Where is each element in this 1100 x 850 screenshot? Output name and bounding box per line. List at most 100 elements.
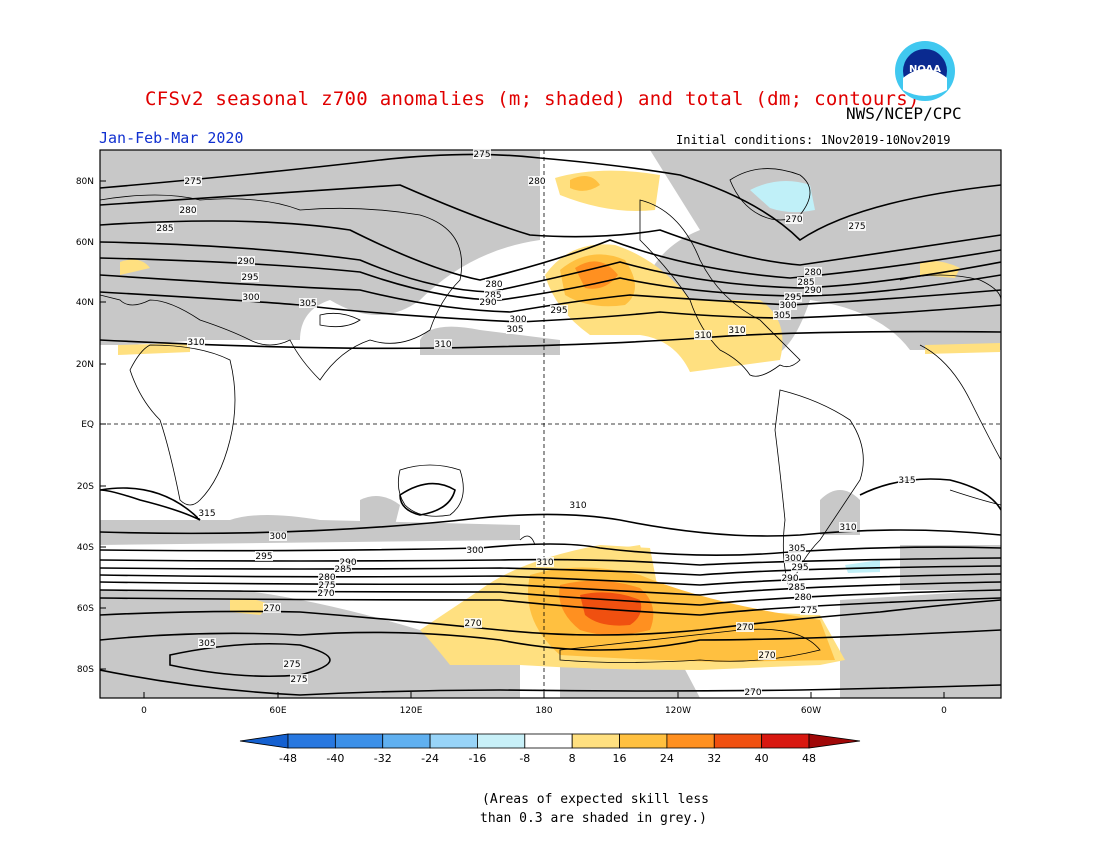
contour-label-bg (198, 638, 216, 648)
contour-label: 290 (339, 558, 356, 568)
contour-label: 275 (290, 675, 307, 685)
lon-label: 180 (535, 706, 552, 716)
contour-label-bg (255, 551, 273, 561)
contour-label-bg (484, 290, 502, 300)
contour-label-bg (506, 324, 524, 334)
contour-label: 275 (848, 222, 865, 232)
contour-label: 280 (179, 206, 196, 216)
contour-label: 275 (318, 581, 335, 591)
contour-label-bg (728, 325, 746, 335)
contour-label-bg (744, 687, 762, 697)
noaa-logo-text: NOAA (909, 64, 941, 75)
lat-ticks: 80N 60N 40N 20N EQ 20S 40S 60S 80S (76, 177, 106, 675)
lon-label: 0 (941, 706, 947, 716)
contour-label-bg (758, 650, 776, 660)
contour-label-bg (784, 553, 802, 563)
contour-label-bg (473, 149, 491, 159)
contour-label-bg (317, 588, 335, 598)
contour-label-bg (785, 214, 803, 224)
contour-label: 295 (791, 563, 808, 573)
contour-label-bg (794, 592, 812, 602)
contour-label: 290 (237, 257, 254, 267)
contour-label-bg (800, 605, 818, 615)
contour-label: 305 (198, 639, 215, 649)
contour-label-bg (339, 557, 357, 567)
lat-label: 80S (77, 665, 94, 675)
contour-label: 290 (804, 286, 821, 296)
height-contours (100, 153, 1001, 696)
contour-label: 310 (839, 523, 856, 533)
contour-label: 280 (528, 177, 545, 187)
contour-label-bg (318, 580, 336, 590)
footnote-line-1: (Areas of expected skill less (482, 792, 709, 807)
contour-label: 305 (788, 544, 805, 554)
contour-label: 270 (317, 589, 334, 599)
contour-label-bg (839, 522, 857, 532)
contour-label-bg (550, 305, 568, 315)
contour-label: 295 (784, 293, 801, 303)
contour-label-bg (464, 618, 482, 628)
contour-label-bg (466, 545, 484, 555)
anomaly-map: 80N 60N 40N 20N EQ 20S 40S 60S 80S 0 60E 120E 180 12… (76, 149, 1002, 716)
contour-label: 300 (509, 315, 526, 325)
contour-label-bg (184, 176, 202, 186)
contour-label: 305 (299, 299, 316, 309)
lat-label: 20N (76, 360, 94, 370)
contour-label: 300 (269, 532, 286, 542)
contour-label-bg (318, 572, 336, 582)
contour-label: 290 (479, 298, 496, 308)
contour-label: 300 (242, 293, 259, 303)
contour-label: 310 (434, 340, 451, 350)
contour-label-bg (536, 557, 554, 567)
contour-label: 270 (736, 623, 753, 633)
grid-lines (100, 150, 1001, 698)
contour-label: 285 (788, 583, 805, 593)
lat-label: 40S (77, 543, 94, 553)
contour-label: 300 (779, 301, 796, 311)
contour-label: 275 (184, 177, 201, 187)
contour-label-bg (242, 292, 260, 302)
contour-label: 300 (784, 554, 801, 564)
contour-label: 315 (198, 509, 215, 519)
contour-label: 280 (804, 268, 821, 278)
contour-label-bg (804, 285, 822, 295)
lat-label: 60N (76, 238, 94, 248)
contour-label: 290 (781, 574, 798, 584)
contour-label: 310 (536, 558, 553, 568)
contour-label: 285 (334, 565, 351, 575)
contour-label: 300 (466, 546, 483, 556)
contour-label: 310 (728, 326, 745, 336)
agency-label: NWS/NCEP/CPC (846, 104, 962, 123)
contour-label: 310 (694, 331, 711, 341)
contour-label-bg (263, 603, 281, 613)
contour-label-bg (804, 267, 822, 277)
lon-label: 0 (141, 706, 147, 716)
contour-label: 295 (255, 552, 272, 562)
contour-label-bg (241, 272, 259, 282)
contour-label: 285 (484, 291, 501, 301)
contour-label: 305 (773, 311, 790, 321)
lat-label: EQ (81, 420, 94, 430)
lat-label: 40N (76, 298, 94, 308)
lon-ticks: 0 60E 120E 180 120W 60W 0 (141, 692, 947, 716)
contour-label-bg (334, 564, 352, 574)
contour-label-bg (779, 300, 797, 310)
chart-title: CFSv2 seasonal z700 anomalies (m; shaded… (145, 88, 920, 110)
contour-label-bg (781, 573, 799, 583)
contour-label: 285 (156, 224, 173, 234)
contour-label-bg (179, 205, 197, 215)
contour-label: 280 (794, 593, 811, 603)
contour-label: 295 (241, 273, 258, 283)
contour-label-bg (269, 531, 287, 541)
lon-label: 120W (665, 706, 691, 716)
contour-label: 270 (785, 215, 802, 225)
contour-label: 315 (898, 476, 915, 486)
initial-conditions: Initial conditions: 1Nov2019-10Nov2019 (676, 133, 951, 147)
negative-anomaly-areas (750, 181, 880, 573)
contour-label: 275 (283, 660, 300, 670)
lat-label: 80N (76, 177, 94, 187)
contour-label-bg (791, 562, 809, 572)
contour-label-bg (509, 314, 527, 324)
contour-label-bg (784, 292, 802, 302)
contour-label-bg (898, 475, 916, 485)
